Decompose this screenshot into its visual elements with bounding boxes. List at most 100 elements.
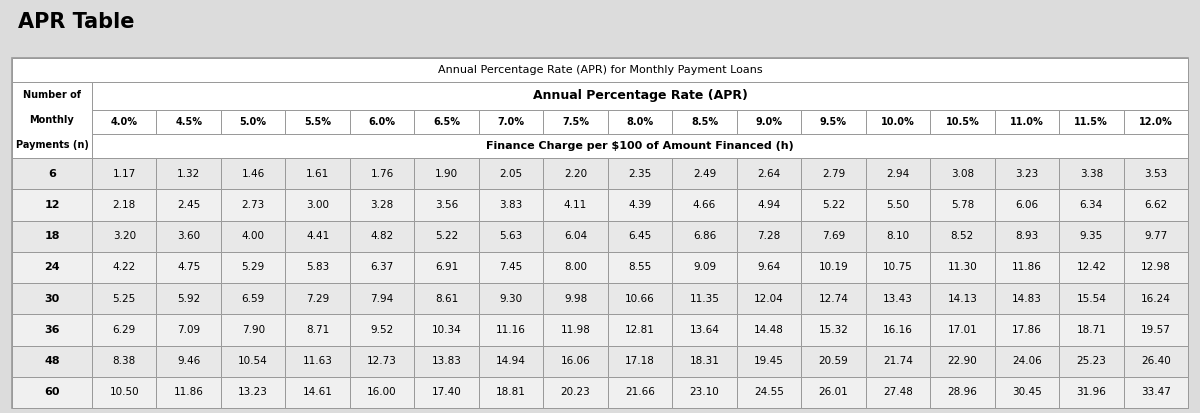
- Bar: [156, 283, 221, 314]
- Bar: [12, 158, 92, 189]
- Text: 12.74: 12.74: [818, 294, 848, 304]
- Text: 10.50: 10.50: [109, 387, 139, 397]
- Bar: [607, 283, 672, 314]
- Text: 5.29: 5.29: [241, 262, 265, 273]
- Bar: [544, 283, 607, 314]
- Bar: [156, 189, 221, 221]
- Text: 9.5%: 9.5%: [820, 117, 847, 127]
- Text: 5.92: 5.92: [178, 294, 200, 304]
- Bar: [737, 189, 802, 221]
- Bar: [92, 189, 156, 221]
- Bar: [1060, 252, 1123, 283]
- Text: 13.83: 13.83: [432, 356, 462, 366]
- Bar: [672, 110, 737, 134]
- Bar: [479, 283, 544, 314]
- Text: 5.50: 5.50: [887, 200, 910, 210]
- Text: 4.0%: 4.0%: [110, 117, 138, 127]
- Bar: [350, 221, 414, 252]
- Text: 1.61: 1.61: [306, 169, 329, 179]
- Bar: [607, 346, 672, 377]
- Text: 16.00: 16.00: [367, 387, 397, 397]
- Bar: [544, 377, 607, 408]
- Text: 8.93: 8.93: [1015, 231, 1038, 241]
- Text: 9.35: 9.35: [1080, 231, 1103, 241]
- Text: 28.96: 28.96: [948, 387, 977, 397]
- Bar: [930, 346, 995, 377]
- Bar: [92, 283, 156, 314]
- Bar: [414, 110, 479, 134]
- Text: Monthly: Monthly: [30, 115, 74, 125]
- Bar: [350, 189, 414, 221]
- Bar: [802, 314, 865, 346]
- Text: 9.0%: 9.0%: [756, 117, 782, 127]
- Text: 6.34: 6.34: [1080, 200, 1103, 210]
- Text: 3.23: 3.23: [1015, 169, 1038, 179]
- Bar: [12, 58, 1188, 82]
- Bar: [12, 283, 92, 314]
- Bar: [1060, 314, 1123, 346]
- Text: 2.35: 2.35: [629, 169, 652, 179]
- Bar: [930, 189, 995, 221]
- Bar: [350, 377, 414, 408]
- Bar: [12, 221, 92, 252]
- Text: 10.54: 10.54: [239, 356, 268, 366]
- Bar: [737, 252, 802, 283]
- Text: 2.94: 2.94: [887, 169, 910, 179]
- Text: 14.94: 14.94: [496, 356, 526, 366]
- Bar: [286, 377, 350, 408]
- Bar: [1060, 346, 1123, 377]
- Bar: [92, 134, 1188, 158]
- Text: 6.86: 6.86: [692, 231, 716, 241]
- Bar: [92, 221, 156, 252]
- Bar: [544, 189, 607, 221]
- Bar: [156, 158, 221, 189]
- Text: 7.94: 7.94: [371, 294, 394, 304]
- Text: 14.13: 14.13: [948, 294, 977, 304]
- Bar: [995, 252, 1060, 283]
- Text: 30: 30: [44, 294, 60, 304]
- Bar: [544, 221, 607, 252]
- Text: 21.66: 21.66: [625, 387, 655, 397]
- Bar: [414, 252, 479, 283]
- Text: 1.32: 1.32: [178, 169, 200, 179]
- Bar: [12, 252, 92, 283]
- Bar: [995, 377, 1060, 408]
- Bar: [286, 283, 350, 314]
- Text: 22.90: 22.90: [948, 356, 977, 366]
- Text: 3.38: 3.38: [1080, 169, 1103, 179]
- Bar: [672, 252, 737, 283]
- Text: 5.0%: 5.0%: [240, 117, 266, 127]
- Text: 9.77: 9.77: [1144, 231, 1168, 241]
- Text: 3.28: 3.28: [371, 200, 394, 210]
- Bar: [930, 283, 995, 314]
- Text: 10.0%: 10.0%: [881, 117, 914, 127]
- Text: 4.22: 4.22: [113, 262, 136, 273]
- Text: Annual Percentage Rate (APR) for Monthly Payment Loans: Annual Percentage Rate (APR) for Monthly…: [438, 65, 762, 75]
- Text: 8.5%: 8.5%: [691, 117, 718, 127]
- Bar: [865, 252, 930, 283]
- Text: 9.30: 9.30: [499, 294, 523, 304]
- Text: 9.98: 9.98: [564, 294, 587, 304]
- Text: 5.63: 5.63: [499, 231, 523, 241]
- Bar: [802, 377, 865, 408]
- Text: 20.23: 20.23: [560, 387, 590, 397]
- Bar: [92, 346, 156, 377]
- Bar: [1060, 189, 1123, 221]
- Bar: [865, 110, 930, 134]
- Bar: [350, 110, 414, 134]
- Bar: [672, 158, 737, 189]
- Text: Annual Percentage Rate (APR): Annual Percentage Rate (APR): [533, 90, 748, 102]
- Text: 13.64: 13.64: [690, 325, 720, 335]
- Text: 17.40: 17.40: [432, 387, 462, 397]
- Text: 30.45: 30.45: [1012, 387, 1042, 397]
- Text: 14.83: 14.83: [1012, 294, 1042, 304]
- Text: 12.42: 12.42: [1076, 262, 1106, 273]
- Text: 6: 6: [48, 169, 56, 179]
- Text: 19.45: 19.45: [754, 356, 784, 366]
- Text: APR Table: APR Table: [18, 12, 134, 32]
- Bar: [802, 346, 865, 377]
- Bar: [350, 252, 414, 283]
- Text: 14.61: 14.61: [302, 387, 332, 397]
- Bar: [865, 221, 930, 252]
- Text: 48: 48: [44, 356, 60, 366]
